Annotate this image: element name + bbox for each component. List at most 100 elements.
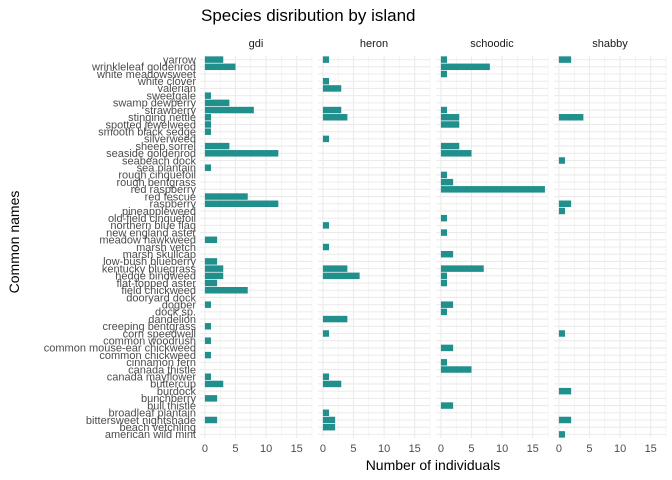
bar bbox=[204, 380, 224, 388]
bar bbox=[440, 229, 448, 236]
y-tick-label: meadow hawkweed bbox=[99, 235, 196, 247]
bar bbox=[440, 308, 448, 316]
y-tick-label: sheep sorrel bbox=[135, 141, 196, 153]
bar bbox=[204, 99, 230, 107]
bar bbox=[204, 150, 279, 157]
x-axis-label: Number of individuals bbox=[366, 457, 501, 473]
bar bbox=[204, 301, 212, 308]
bar bbox=[204, 164, 212, 171]
x-tick-label: 10 bbox=[378, 443, 390, 455]
y-tick-label: flat-topped aster bbox=[117, 278, 197, 290]
bar bbox=[322, 56, 330, 63]
y-tick-label: cinnamon fern bbox=[126, 357, 196, 369]
y-tick-label: yarrow bbox=[163, 54, 196, 66]
y-tick-label: red fescue bbox=[145, 191, 196, 203]
y-tick-label: strawberry bbox=[145, 105, 197, 117]
bar bbox=[440, 250, 454, 258]
y-tick-label: sweetgale bbox=[146, 90, 196, 102]
bar bbox=[204, 56, 224, 63]
y-tick-label: bull thistle bbox=[147, 400, 196, 412]
y-tick-label: buttercup bbox=[150, 379, 196, 391]
bar bbox=[440, 178, 454, 186]
bar bbox=[440, 272, 448, 280]
bar bbox=[322, 265, 348, 272]
bar bbox=[204, 121, 212, 128]
y-tick-label: low-bush blueberry bbox=[103, 256, 196, 268]
y-tick-label: bittersweet nightshade bbox=[86, 415, 196, 427]
y-tick-label: canada thistle bbox=[128, 364, 196, 376]
x-tick-label: 0 bbox=[320, 443, 326, 455]
bar bbox=[204, 395, 218, 402]
chart-title: Species disribution by island bbox=[201, 6, 416, 25]
bar bbox=[558, 157, 566, 164]
bar bbox=[204, 193, 248, 200]
bar bbox=[322, 315, 348, 323]
bar bbox=[204, 351, 212, 359]
bar bbox=[440, 279, 448, 287]
bar bbox=[440, 402, 454, 409]
bar bbox=[440, 142, 460, 150]
y-tick-label: marsh skullcap bbox=[123, 249, 196, 261]
bar bbox=[440, 56, 448, 63]
x-tick-label: 15 bbox=[409, 443, 421, 455]
y-axis-label: Common names bbox=[6, 191, 22, 294]
y-tick-label: rough bentgrass bbox=[117, 177, 197, 189]
bar bbox=[440, 150, 472, 157]
y-tick-label: field chickweed bbox=[121, 285, 196, 297]
x-tick-label: 0 bbox=[438, 443, 444, 455]
bar bbox=[558, 207, 566, 215]
bar bbox=[440, 106, 448, 114]
bar bbox=[440, 366, 472, 373]
bar bbox=[322, 114, 348, 121]
x-tick-label: 15 bbox=[527, 443, 539, 455]
bar bbox=[558, 114, 584, 121]
y-tick-label: wrinkleleaf goldenrod bbox=[91, 62, 196, 74]
x-tick-label: 15 bbox=[291, 443, 303, 455]
x-tick-label: 5 bbox=[350, 443, 356, 455]
y-tick-label: red raspberry bbox=[131, 184, 197, 196]
y-tick-label: broadleaf plantain bbox=[109, 408, 196, 420]
facet-strip-label: gdi bbox=[249, 38, 264, 50]
bar bbox=[440, 171, 448, 179]
y-tick-label: beach vetchling bbox=[120, 422, 196, 434]
facet-strip-label: shabby bbox=[592, 38, 628, 50]
x-tick-label: 15 bbox=[645, 443, 657, 455]
bar bbox=[558, 56, 572, 63]
bar bbox=[322, 423, 336, 431]
bar bbox=[204, 416, 218, 424]
facet-panel-shabby: shabby 0 5 10 15 bbox=[554, 38, 667, 455]
bar bbox=[322, 272, 360, 280]
bar bbox=[322, 85, 342, 92]
y-tick-label: sea plantain bbox=[137, 163, 196, 175]
bar bbox=[204, 323, 212, 330]
x-tick-label: 5 bbox=[468, 443, 474, 455]
y-tick-label: hedge bindweed bbox=[115, 271, 196, 283]
bar bbox=[322, 380, 342, 388]
bar bbox=[204, 106, 254, 114]
bar bbox=[322, 222, 330, 229]
y-tick-label: marsh vetch bbox=[136, 242, 196, 254]
y-tick-label: spotted jewelweed bbox=[105, 119, 196, 131]
y-tick-label: old-field cinquefoil bbox=[108, 213, 196, 225]
bar bbox=[558, 416, 572, 424]
bar bbox=[204, 128, 212, 135]
bar bbox=[440, 63, 490, 71]
y-tick-label: seabeach dock bbox=[122, 155, 196, 167]
bar bbox=[204, 114, 212, 121]
y-tick-label: rough cinquefoil bbox=[118, 170, 196, 182]
y-tick-label: valerian bbox=[157, 83, 196, 95]
bar bbox=[322, 330, 330, 337]
y-tick-label: white meadowsweet bbox=[96, 69, 196, 81]
facet-panel-gdi: gdi 0 5 10 15 bbox=[200, 38, 313, 455]
bar bbox=[440, 186, 545, 193]
y-tick-label: northern blue flag bbox=[110, 220, 196, 232]
y-tick-label: stinging nettle bbox=[128, 112, 196, 124]
bar bbox=[204, 279, 218, 287]
y-tick-label: raspberry bbox=[150, 199, 197, 211]
x-tick-label: 10 bbox=[260, 443, 272, 455]
y-tick-label: dandelion bbox=[148, 314, 196, 326]
x-tick-label: 5 bbox=[232, 443, 238, 455]
x-tick-label: 5 bbox=[586, 443, 592, 455]
y-tick-label: kentucky bluegrass bbox=[102, 263, 197, 275]
